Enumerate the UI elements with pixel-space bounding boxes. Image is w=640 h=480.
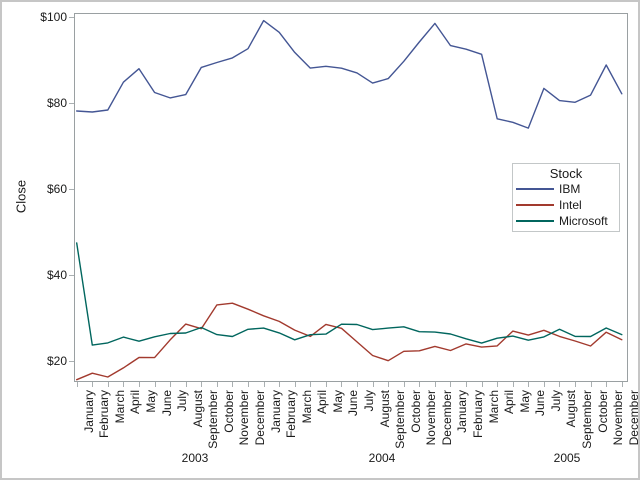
series-line-intel	[75, 302, 623, 381]
x-tick-label-month: July	[548, 390, 563, 412]
x-tick-label-month: August	[190, 390, 205, 428]
x-tick-label-month: April	[502, 390, 517, 415]
x-tick-label-month: November	[424, 390, 439, 446]
legend-item-ibm: IBM	[513, 181, 619, 197]
x-tick-label-month: September	[393, 390, 408, 449]
x-tick-label-month: May	[143, 390, 158, 413]
x-tick-label-month: June	[159, 390, 174, 417]
y-tick-label: $40	[46, 267, 67, 282]
x-tick-label-month: March	[486, 390, 501, 424]
x-tick-label-month: January	[81, 390, 96, 433]
legend-label-ibm: IBM	[559, 181, 581, 196]
x-tick-label-month: September	[206, 390, 221, 449]
x-tick-label-month: August	[377, 390, 392, 428]
legend-item-microsoft: Microsoft	[513, 213, 619, 229]
x-tick-label-year: 2003	[181, 451, 209, 465]
y-tick-label: $100	[40, 9, 67, 24]
legend-label-intel: Intel	[559, 197, 582, 212]
x-tick-label-month: August	[564, 390, 579, 428]
x-tick-label-month: April	[315, 390, 330, 415]
plot-frame	[74, 13, 628, 382]
legend-swatch-ibm	[516, 188, 554, 190]
legend-title: Stock	[549, 166, 583, 181]
legend-item-intel: Intel	[513, 197, 619, 213]
x-tick-label-month: May	[330, 390, 345, 413]
legend-label-microsoft: Microsoft	[559, 213, 608, 228]
x-tick-label-month: July	[362, 390, 377, 412]
x-tick-label-month: December	[626, 390, 640, 446]
legend-swatch-intel	[516, 204, 554, 206]
x-tick-label-month: February	[284, 390, 299, 439]
x-tick-label-year: 2004	[368, 451, 396, 465]
y-tick-label: $60	[46, 181, 67, 196]
x-tick-label-month: March	[112, 390, 127, 424]
x-tick-label-month: May	[517, 390, 532, 413]
x-tick-label-month: October	[595, 390, 610, 433]
x-tick-label-month: October	[221, 390, 236, 433]
legend: Stock IBM Intel Microsoft	[512, 163, 620, 232]
y-axis-title: Close	[13, 179, 29, 214]
x-tick-label-month: December	[253, 390, 267, 446]
y-tick-label: $20	[46, 353, 67, 368]
x-tick-label-month: June	[346, 390, 361, 417]
legend-swatch-microsoft	[516, 220, 554, 222]
y-tick-label: $80	[46, 95, 67, 110]
x-tick-label-month: November	[611, 390, 626, 446]
x-tick-label-month: July	[175, 390, 190, 412]
x-tick-label-month: April	[128, 390, 143, 415]
x-tick-label-month: January	[268, 390, 283, 433]
x-tick-label-month: December	[439, 390, 454, 446]
x-tick-label-month: March	[299, 390, 314, 424]
x-tick-label-month: February	[97, 390, 112, 439]
x-tick-label-month: October	[408, 390, 423, 433]
x-tick-label-month: June	[533, 390, 548, 417]
x-tick-label-month: November	[237, 390, 252, 446]
x-tick-label-month: February	[471, 390, 486, 439]
series-line-ibm	[75, 19, 623, 129]
x-tick-label-month: January	[455, 390, 470, 433]
x-tick-label-year: 2005	[553, 451, 581, 465]
x-tick-label-month: September	[580, 390, 595, 449]
series-line-microsoft	[75, 242, 623, 346]
